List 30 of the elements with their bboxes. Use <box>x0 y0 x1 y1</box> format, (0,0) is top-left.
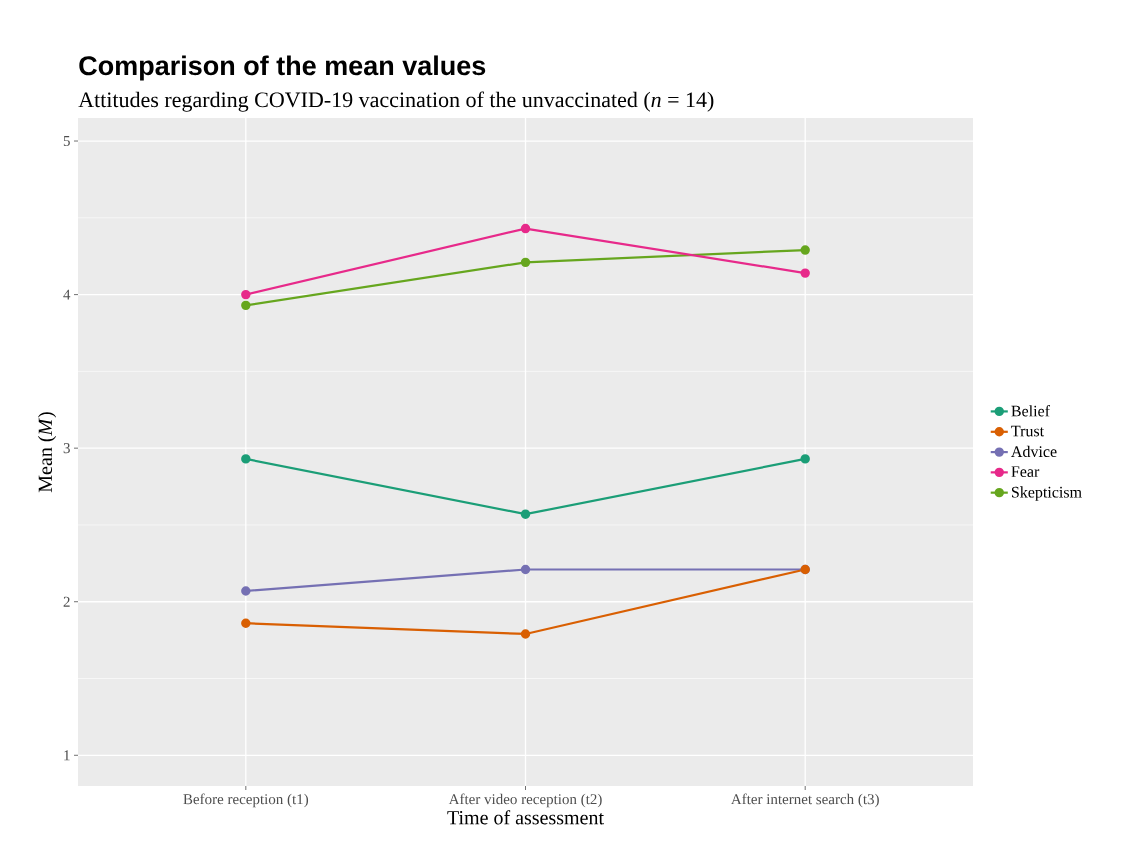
y-tick-label: 3 <box>63 443 70 454</box>
point <box>520 564 531 575</box>
x-tick-label: After internet search (t3) <box>731 793 879 808</box>
legend-label: Belief <box>1011 405 1051 417</box>
x-axis-title: Time of assessment <box>447 810 604 825</box>
y-tick-label: 2 <box>63 596 70 607</box>
point <box>520 629 531 639</box>
legend-label: Advice <box>1011 445 1057 458</box>
point <box>241 289 251 300</box>
point <box>800 245 810 255</box>
chart-title: Comparison of the mean values <box>79 55 486 81</box>
y-tick-label: 5 <box>63 136 70 147</box>
chart-subtitle: Attitudes regarding COVID-19 vaccination of the unvaccinated (n = 14) <box>78 91 714 112</box>
point <box>520 509 531 519</box>
point <box>241 618 251 628</box>
point <box>800 454 810 464</box>
x-tick-label: After video reception (t2) <box>448 793 602 808</box>
point <box>520 257 531 268</box>
x-tick-label: Before reception (t1) <box>183 793 309 808</box>
legend-label: Fear <box>1011 466 1040 478</box>
point <box>241 300 251 311</box>
y-axis-title: Mean (M) <box>37 412 57 493</box>
point <box>241 586 251 596</box>
y-tick-label: 4 <box>63 289 71 300</box>
y-tick-label: 1 <box>64 750 70 761</box>
point <box>800 268 810 278</box>
legend-label: Trust <box>1011 425 1045 437</box>
point <box>520 223 531 234</box>
legend-label: Skepticism <box>1011 486 1082 501</box>
point <box>241 454 251 464</box>
